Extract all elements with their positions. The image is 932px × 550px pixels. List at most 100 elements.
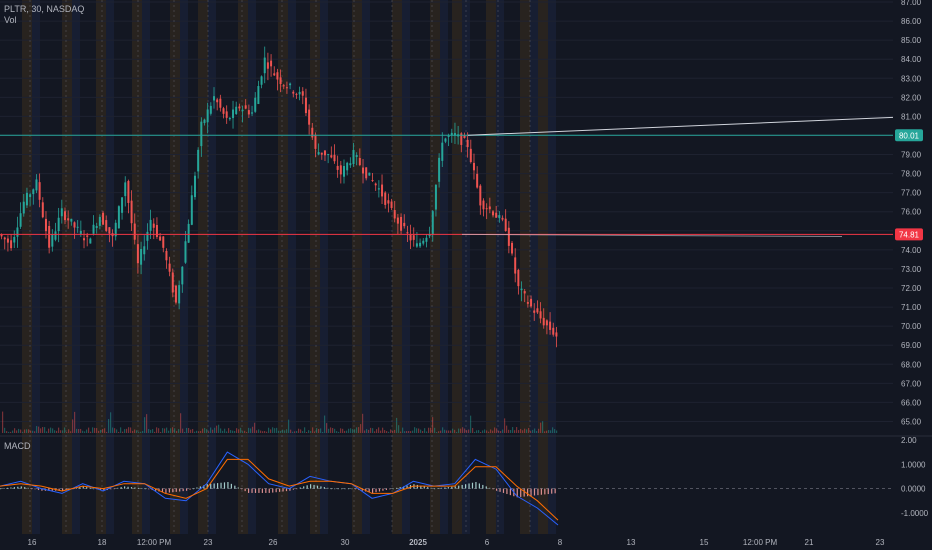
price-tick-label: 70.00 [901,322,922,331]
volume-bar [102,428,104,433]
macd-histogram-bar [241,488,243,490]
candle-body [19,213,22,227]
volume-bar [6,431,8,433]
volume-bar [268,427,270,433]
volume-bar [532,429,534,433]
volume-bar [438,431,440,433]
volume-bar [288,419,290,433]
price-axis[interactable]: 87.00 86.00 85.00 84.00 83.00 82.00 81.00 79.00… [901,0,922,426]
candle-body [479,185,482,206]
candle-body [270,60,273,67]
macd-histogram-bar [347,488,350,490]
session-band-postmarket [440,0,448,534]
candle-body [377,188,380,190]
macd-histogram-bar [361,488,363,491]
session-band-premarket [96,0,106,534]
date-tick-label: 26 [269,538,278,547]
volume-bar [394,429,396,433]
price-tick-label: 65.00 [901,417,922,426]
date-tick-label: 12:00 PM [137,538,172,547]
candle-body [44,218,47,232]
volume-bar [372,428,374,433]
candle-body [63,211,66,221]
candle-body [450,132,453,136]
date-tick-label: 15 [700,538,709,547]
volume-bar [412,430,414,433]
macd-histogram-bar [313,484,315,489]
macd-histogram-bar [6,487,9,489]
candle-body [149,219,152,231]
session-band-premarket [538,0,548,534]
candle-body [98,216,101,226]
volume-bar [552,427,554,433]
candle-body [13,236,16,243]
candle-body [317,152,320,155]
candle-body [441,142,444,161]
session-band-postmarket [248,0,256,534]
volume-bar [110,412,112,433]
candle-body [545,320,548,326]
volume-bar [60,430,62,433]
date-tick-label: 23 [204,538,213,547]
candle-body [225,111,228,118]
macd-label[interactable]: MACD [4,441,31,451]
volume-bar [534,428,536,433]
candle-body [320,152,323,155]
candle-body [295,93,298,95]
candle-body [266,62,269,69]
date-axis[interactable]: 16 18 12:00 PM 23 26 30 2025 6 8 13 15 12:00 PM 21 23 [28,538,885,547]
macd-histogram-bar [310,484,312,489]
volume-bar [310,431,312,433]
macd-histogram-bar [199,486,201,489]
macd-axis[interactable]: 2.00 1.0000 0.0000 -1.0000 [901,436,929,518]
candle-body [3,237,6,240]
volume-bar [510,430,512,433]
volume-bar [156,427,158,433]
candle-body [517,269,520,287]
candle-body [181,266,184,285]
macd-histogram-bar [141,488,143,489]
symbol-info[interactable]: PLTR, 30, NASDAQ [4,4,85,14]
macd-histogram-bar [31,488,33,490]
macd-histogram-bar [137,487,139,489]
session-band-postmarket [72,0,80,534]
session-band-premarket [278,0,288,534]
volume-bar [266,431,268,433]
candle-body [209,105,212,114]
volume-bar [208,431,210,433]
candle-body [136,244,139,264]
volume-label[interactable]: Vol [4,15,17,25]
trend-lines[interactable] [461,116,894,238]
macd-histogram-bar [172,488,174,493]
candle-body [403,222,406,227]
volume-bar [86,429,88,433]
volume-bar [456,431,458,433]
volume-bar [196,430,198,433]
candle-body [314,134,317,149]
volume-bar [52,428,54,433]
macd-histogram-bar [130,487,133,489]
volume-bar [24,429,26,433]
volume-bar [18,428,20,433]
volume-bar [204,427,206,433]
macd-histogram-bar [41,488,43,491]
volume-bar [332,427,334,433]
volume-bar [96,428,98,433]
candle-body [289,83,292,86]
candle-body [530,298,533,307]
candle-body [232,109,235,119]
volume-bar [406,431,408,433]
macd-histogram-bar [533,488,536,496]
volume-bar [214,427,216,433]
horizontal-lines[interactable]: 80.01 74.81 [0,129,923,241]
volume-bar [212,429,214,433]
candle-body [552,327,555,335]
price-tick-label: 87.00 [901,0,922,7]
volume-bar [8,431,10,433]
session-dividers [29,0,531,534]
macd-histogram-bar [75,487,77,489]
volume-bar [148,429,150,433]
volume-bar [520,428,522,433]
session-band-premarket [430,0,440,534]
